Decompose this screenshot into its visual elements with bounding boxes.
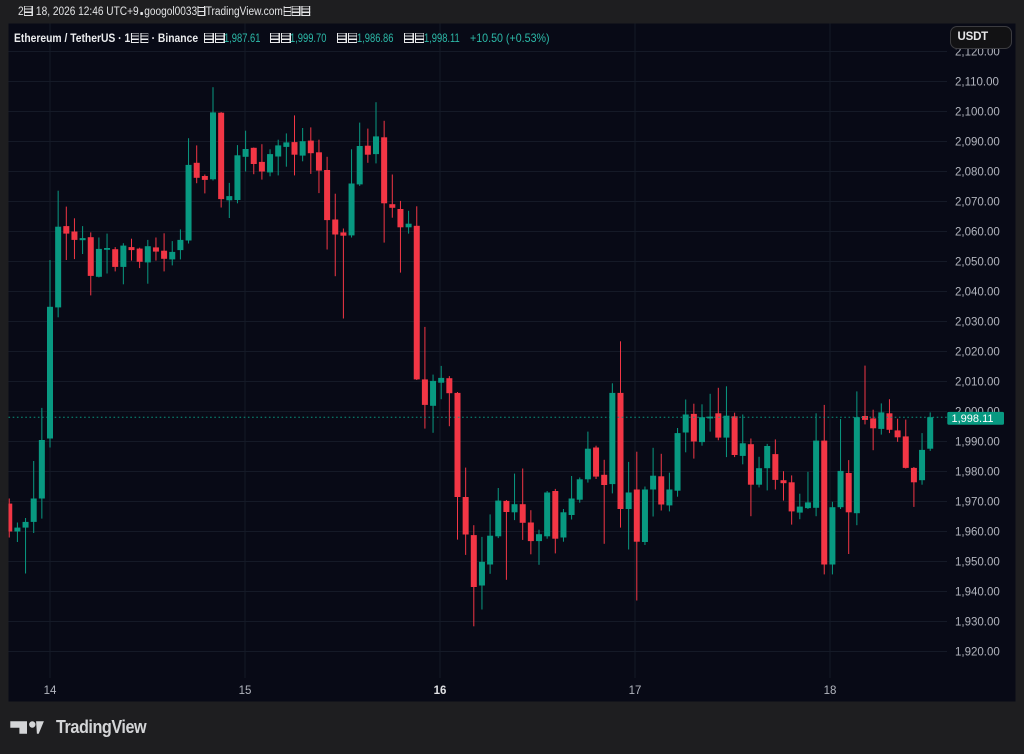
- svg-text:1,980.00: 1,980.00: [955, 466, 1000, 478]
- svg-text:2,050.00: 2,050.00: [955, 256, 1000, 268]
- svg-text:1,930.00: 1,930.00: [955, 616, 1000, 628]
- svg-text:1,950.00: 1,950.00: [955, 556, 1000, 568]
- svg-text:2,120.00: 2,120.00: [955, 46, 1000, 58]
- svg-text:1,940.00: 1,940.00: [955, 586, 1000, 598]
- svg-text:2,070.00: 2,070.00: [955, 196, 1000, 208]
- svg-text:2,060.00: 2,060.00: [955, 226, 1000, 238]
- svg-text:16: 16: [434, 685, 447, 697]
- svg-text:2,040.00: 2,040.00: [955, 286, 1000, 298]
- svg-text:2,110.00: 2,110.00: [955, 76, 999, 88]
- svg-text:14: 14: [44, 685, 57, 697]
- svg-text:1,960.00: 1,960.00: [955, 526, 1000, 538]
- svg-text:1,920.00: 1,920.00: [955, 646, 1000, 658]
- svg-text:1,998.11: 1,998.11: [952, 413, 994, 425]
- svg-text:2,030.00: 2,030.00: [955, 316, 1000, 328]
- svg-text:2,100.00: 2,100.00: [955, 106, 1000, 118]
- svg-text:15: 15: [239, 685, 252, 697]
- svg-text:2,020.00: 2,020.00: [955, 346, 1000, 358]
- svg-text:2,090.00: 2,090.00: [955, 136, 1000, 148]
- svg-text:18: 18: [824, 685, 837, 697]
- svg-text:1,970.00: 1,970.00: [955, 496, 1000, 508]
- svg-text:2,010.00: 2,010.00: [955, 376, 1000, 388]
- svg-text:17: 17: [629, 685, 642, 697]
- svg-text:1,990.00: 1,990.00: [955, 436, 1000, 448]
- svg-text:2,080.00: 2,080.00: [955, 166, 1000, 178]
